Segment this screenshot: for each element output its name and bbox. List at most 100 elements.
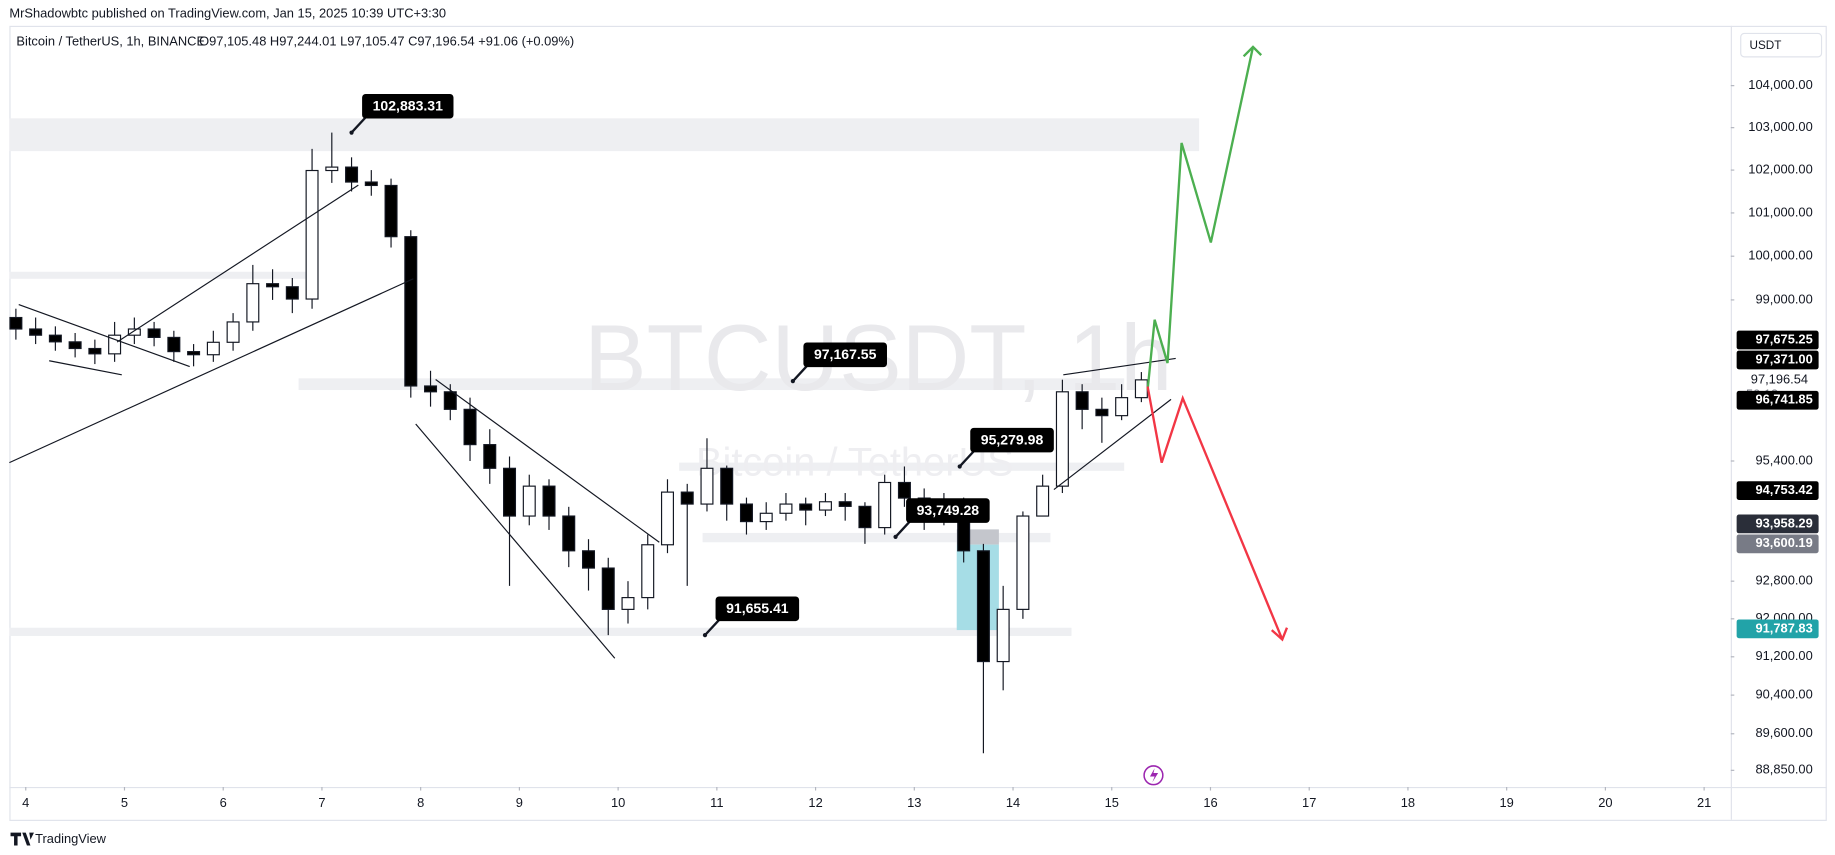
y-tick-label: 91,200.00	[1755, 648, 1812, 663]
y-tick-label: 99,000.00	[1755, 291, 1812, 306]
candle-body	[384, 184, 398, 238]
x-tick-label: 9	[516, 795, 523, 810]
event-bolt	[1149, 768, 1159, 783]
candle-body	[424, 385, 438, 393]
candle-body	[463, 408, 477, 446]
candle-body	[68, 341, 82, 350]
event-icon[interactable]	[1143, 765, 1164, 786]
trendline	[116, 184, 359, 343]
arrowhead	[1242, 45, 1263, 58]
x-tick-label: 20	[1598, 795, 1612, 810]
trendline	[1053, 398, 1172, 491]
annotation-pointer	[792, 365, 808, 382]
candle-body	[127, 328, 141, 336]
candle-body	[858, 505, 872, 529]
brand-logo	[10, 832, 34, 846]
candle-body	[976, 550, 990, 663]
candle-body	[246, 283, 260, 323]
x-tick-label: 7	[318, 795, 325, 810]
y-tick-label: 95,400.00	[1755, 452, 1812, 467]
watermark-subtitle: Bitcoin / TetherUS	[696, 440, 1014, 484]
candle-body	[720, 467, 734, 505]
y-tick-label: 101,000.00	[1748, 204, 1812, 219]
annotation-label: 97,167.55	[814, 346, 877, 362]
candle-body	[838, 501, 852, 507]
trendline	[18, 303, 190, 368]
candle-body	[700, 467, 714, 505]
y-tick-label: 103,000.00	[1748, 119, 1812, 134]
candle-body	[1095, 408, 1109, 417]
price-tag	[1736, 350, 1819, 370]
candle-body	[601, 567, 615, 610]
candle-body	[1036, 485, 1050, 517]
candle-body	[1075, 391, 1089, 410]
y-tick-label: 92,800.00	[1755, 573, 1812, 588]
x-tick-label: 19	[1500, 795, 1514, 810]
candle-body	[522, 485, 536, 517]
candle-body	[483, 444, 497, 469]
y-tick-label: 89,600.00	[1755, 725, 1812, 740]
candle-body	[305, 169, 319, 300]
price-tag	[1736, 481, 1819, 500]
price-tag-label: 94,753.42	[1755, 482, 1812, 497]
candle-body	[621, 597, 635, 610]
trendline	[9, 278, 414, 464]
annotation-box	[970, 427, 1054, 453]
candle-body	[266, 283, 280, 288]
candle-body	[48, 334, 62, 343]
x-tick-label: 16	[1203, 795, 1217, 810]
candle-body	[1055, 391, 1069, 487]
x-tick-label: 4	[22, 795, 29, 810]
candle-body	[29, 328, 43, 336]
annotation-label: 93,749.28	[917, 502, 980, 518]
candle-body	[660, 491, 674, 546]
currency-box[interactable]	[1740, 32, 1823, 58]
x-tick-label: 12	[808, 795, 822, 810]
candle-body	[404, 236, 418, 387]
ohlc: O97,105.48 H97,244.01 L97,105.47 C97,196…	[199, 34, 574, 49]
axes: 4 5 6 7 8 9 10 11 12 13 14 15 16 17 18 19 20 21 104,000.00…	[22, 77, 1819, 810]
candle-body	[443, 391, 457, 410]
annotation-pointer	[704, 619, 720, 636]
candle-body	[799, 503, 813, 511]
annotation-label: 102,883.31	[373, 98, 443, 114]
zone	[9, 271, 314, 279]
y-tick-label: 102,000.00	[1748, 161, 1812, 176]
y-tick-label: 100,000.00	[1748, 248, 1812, 263]
x-tick-label: 14	[1006, 795, 1020, 810]
bullish-projection	[1146, 46, 1255, 391]
x-tick-label: 13	[907, 795, 921, 810]
candle-body	[364, 181, 378, 187]
trendline	[415, 423, 616, 659]
candle-body	[345, 166, 359, 183]
candle-body	[739, 503, 753, 523]
chart-frame	[9, 25, 1827, 821]
candle-body	[996, 608, 1010, 663]
candle-body	[562, 515, 576, 552]
price-tag-label: 93,958.29	[1755, 515, 1812, 530]
candle-body	[147, 328, 161, 338]
trendlines	[9, 184, 1176, 659]
price-tag	[1736, 514, 1819, 534]
candle-body	[897, 481, 911, 499]
current-price-label: 97,196.54	[1751, 371, 1808, 386]
brand: TradingView	[35, 831, 107, 846]
annotation-box	[715, 596, 800, 622]
arrowhead	[1270, 627, 1289, 642]
candle-body	[503, 467, 517, 517]
candle-body	[9, 316, 23, 330]
candle-body	[641, 544, 655, 599]
zone	[679, 462, 1125, 471]
price-tag	[1736, 534, 1819, 554]
candle-body	[206, 341, 220, 356]
x-tick-label: 8	[417, 795, 424, 810]
publisher-line: MrShadowbtc published on TradingView.com…	[9, 6, 446, 21]
zones	[9, 118, 1200, 636]
y-tick-label: 90,400.00	[1755, 687, 1812, 702]
zone	[702, 532, 1051, 543]
price-tag-label: 91,787.83	[1755, 620, 1812, 635]
annotation-pointer	[350, 116, 367, 134]
candle-body	[325, 166, 339, 172]
candle-body	[108, 334, 122, 355]
candle-body	[1115, 397, 1129, 417]
